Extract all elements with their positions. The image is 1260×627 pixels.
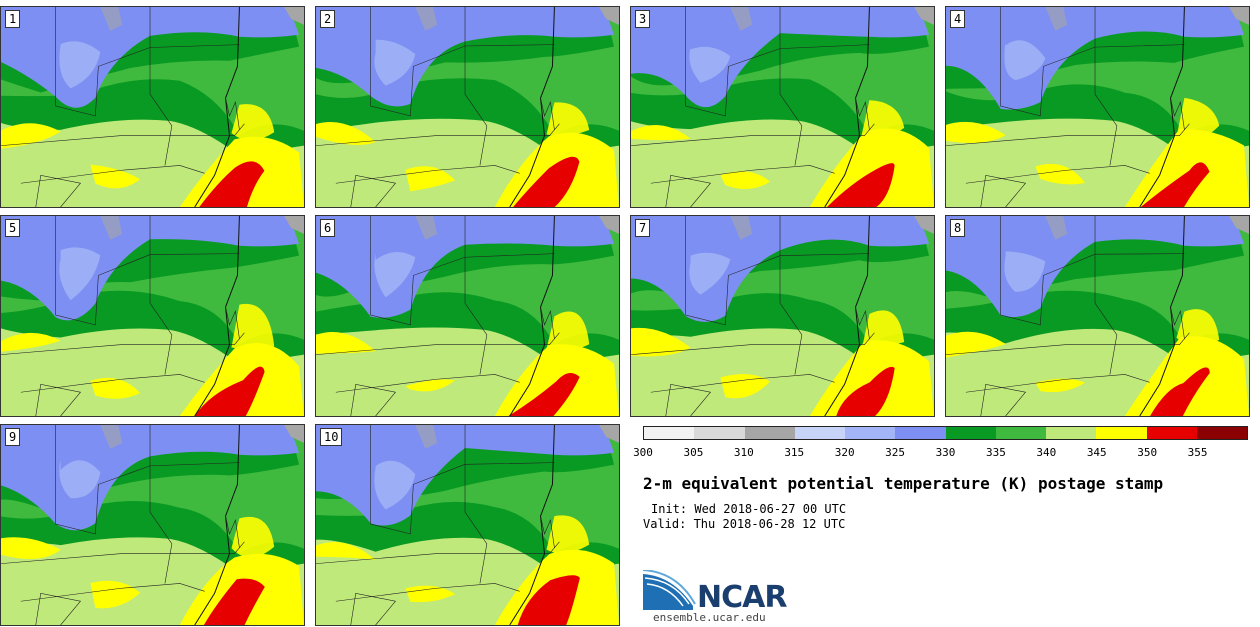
colorbar-segment xyxy=(694,427,745,439)
site-url[interactable]: ensemble.ucar.edu xyxy=(653,611,766,624)
member-number-label: 3 xyxy=(635,10,651,28)
valid-time: Valid: Thu 2018-06-28 12 UTC xyxy=(643,517,846,531)
member-number-label: 9 xyxy=(5,428,21,446)
colorbar-segment xyxy=(995,427,1046,439)
colorbar-tick-label: 340 xyxy=(1036,446,1057,459)
colorbar-segment xyxy=(744,427,795,439)
theta-e-map xyxy=(316,425,619,625)
ensemble-member-panel[interactable]: 1 xyxy=(0,6,305,208)
colorbar-tick-label: 310 xyxy=(733,446,754,459)
colorbar-segment xyxy=(945,427,996,439)
colorbar-tick-label: 300 xyxy=(633,446,653,459)
theta-e-map xyxy=(316,7,619,207)
member-number-label: 1 xyxy=(5,10,21,28)
ncar-wordmark: NCAR xyxy=(697,580,787,615)
colorbar-segment xyxy=(1146,427,1197,439)
colorbar-tick-label: 330 xyxy=(935,446,956,459)
init-time: Init: Wed 2018-06-27 00 UTC xyxy=(651,502,847,516)
ncar-logo-icon xyxy=(643,570,696,610)
figure-title: 2-m equivalent potential temperature (K)… xyxy=(643,474,1164,493)
colorbar xyxy=(643,426,1248,440)
theta-e-map xyxy=(1,425,304,625)
ensemble-member-panel[interactable]: 8 xyxy=(945,215,1250,417)
member-number-label: 5 xyxy=(5,219,21,237)
ensemble-member-panel[interactable]: 9 xyxy=(0,424,305,626)
colorbar-segment xyxy=(845,427,896,439)
colorbar-ticks: 300 305 310 315 320 325 330 335 340 345 350 355 xyxy=(633,446,1248,460)
theta-e-map xyxy=(946,216,1249,416)
ensemble-member-panel[interactable]: 3 xyxy=(630,6,935,208)
colorbar-segment xyxy=(794,427,845,439)
theta-e-map xyxy=(1,216,304,416)
theta-e-map xyxy=(631,216,934,416)
ensemble-member-panel[interactable]: 10 xyxy=(315,424,620,626)
colorbar-tick-label: 315 xyxy=(784,446,805,459)
ensemble-member-panel[interactable]: 2 xyxy=(315,6,620,208)
ensemble-member-panel[interactable]: 5 xyxy=(0,215,305,417)
colorbar-tick-label: 350 xyxy=(1137,446,1158,459)
member-number-label: 8 xyxy=(950,219,966,237)
colorbar-segment xyxy=(1046,427,1097,439)
member-number-label: 6 xyxy=(320,219,336,237)
member-number-label: 7 xyxy=(635,219,651,237)
colorbar-segment xyxy=(644,427,695,439)
colorbar-tick-label: 325 xyxy=(885,446,906,459)
theta-e-map xyxy=(1,7,304,207)
theta-e-map xyxy=(946,7,1249,207)
ensemble-member-panel[interactable]: 4 xyxy=(945,6,1250,208)
ensemble-member-panel[interactable]: 7 xyxy=(630,215,935,417)
ensemble-member-panel[interactable]: 6 xyxy=(315,215,620,417)
colorbar-segment xyxy=(1096,427,1147,439)
colorbar-segment xyxy=(1196,427,1247,439)
colorbar-segment xyxy=(895,427,946,439)
colorbar-tick-label: 305 xyxy=(683,446,704,459)
theta-e-map xyxy=(316,216,619,416)
member-number-label: 2 xyxy=(320,10,336,28)
member-number-label: 4 xyxy=(950,10,966,28)
theta-e-map xyxy=(631,7,934,207)
colorbar-tick-label: 320 xyxy=(834,446,855,459)
colorbar-tick-label: 355 xyxy=(1187,446,1208,459)
colorbar-tick-label: 335 xyxy=(985,446,1006,459)
member-number-label: 10 xyxy=(320,428,343,446)
colorbar-tick-label: 345 xyxy=(1086,446,1107,459)
